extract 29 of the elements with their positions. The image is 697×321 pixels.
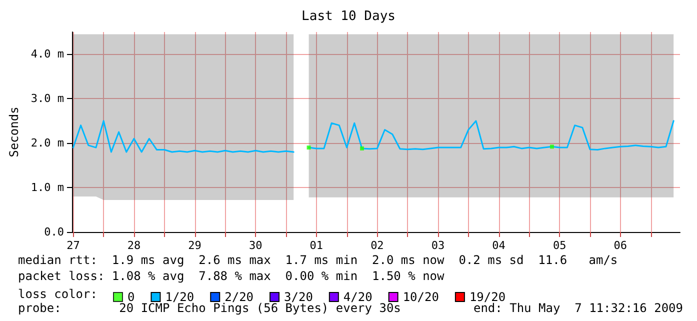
legend-label: 10/20 <box>402 290 439 304</box>
legend-label: 1/20 <box>165 290 194 304</box>
x-tick-label: 29 <box>188 239 202 252</box>
x-tick-label: 05 <box>552 239 566 252</box>
x-tick-label: 30 <box>248 239 262 252</box>
y-tick-label: 0.0 <box>44 226 64 238</box>
x-tick-label: 27 <box>66 239 80 252</box>
text: end: Thu May 7 11:32:16 2009 <box>473 301 683 315</box>
chart-title: Last 10 Days <box>302 9 396 24</box>
y-tick-label: 4.0 m <box>30 48 64 61</box>
legend-label: 3/20 <box>284 290 313 304</box>
legend-label: 19/20 <box>469 290 506 304</box>
y-tick-label: 3.0 m <box>30 92 64 106</box>
text: median rtt: 1.9 ms avg 2.6 ms max 1.7 ms min 2.0 ms now 0.2 ms sd 11.6 am/s <box>18 253 618 267</box>
legend-label: 2/20 <box>224 290 254 304</box>
text: packet loss: 1.08 % avg 7.88 % max 0.00 % min 1.50 % now <box>18 269 444 283</box>
x-tick-label: 04 <box>492 239 506 252</box>
legend-title: loss color: <box>18 287 98 301</box>
x-tick-label: 03 <box>431 239 445 252</box>
x-tick-label: 02 <box>370 239 384 252</box>
legend-label: 0 <box>128 290 135 304</box>
y-axis-title: Seconds <box>7 106 21 158</box>
legend-label: 4/20 <box>343 290 372 304</box>
y-tick-label: 1.0 m <box>30 181 64 194</box>
x-tick-label: 01 <box>310 239 324 252</box>
y-tick-label: 2.0 m <box>30 136 64 150</box>
x-tick-label: 28 <box>127 239 141 252</box>
x-tick-label: 06 <box>614 239 628 252</box>
text: probe: 20 ICMP Echo Pings (56 Bytes) every 30s <box>18 301 401 315</box>
